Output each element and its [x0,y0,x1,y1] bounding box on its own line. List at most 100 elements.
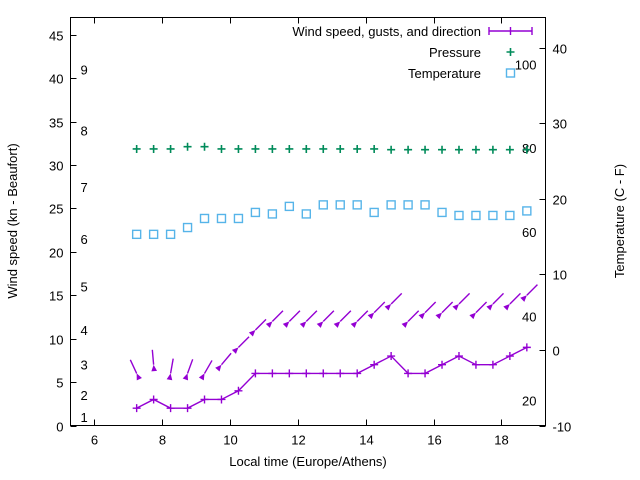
wind-speed-marker [438,360,447,369]
gust-arrow-shaft [441,301,454,314]
y-tick-label: 0 [56,420,63,435]
wind-speed-marker [336,369,345,378]
pressure-marker [285,144,294,153]
pressure-marker [217,144,226,153]
y2-tick-label: 30 [553,117,567,132]
gust-arrow-head [350,321,358,328]
temperature-marker [505,210,515,221]
wind-speed-marker [251,369,260,378]
pressure-marker [166,144,175,153]
wind-speed-marker [488,360,497,369]
wind-speed-marker [234,386,243,395]
wind-speed-marker [471,360,480,369]
x-tick-label: 12 [291,433,305,448]
wind-speed-marker [166,404,175,413]
wind-speed-marker [387,352,396,361]
gust-arrow-head [435,312,443,320]
chart-legend: Wind speed, gusts, and direction Pressure… [292,24,533,81]
gust-arrow-head [401,321,409,328]
pressure-marker [319,144,328,153]
legend-label: Temperature [408,66,481,81]
y-tick-label: 30 [49,159,63,174]
gust-arrow-shaft [254,318,267,331]
pressure-marker [370,144,379,153]
y-axis-title: Wind speed (kn - Beaufort) [5,143,20,298]
gust-arrow-head [520,295,527,302]
x-tick-label: 10 [223,433,237,448]
gust-arrow-shaft [237,336,250,348]
wind-speed-marker [404,369,413,378]
beaufort-label: 2 [81,388,88,403]
fahrenheit-scale-labels: 20 40 60 80 100 [515,57,537,408]
y2-tick-label: 10 [553,268,567,283]
y-tick-label: 5 [56,376,63,391]
gust-arrow-shaft [356,310,369,322]
gust-arrow-shaft [151,349,155,365]
gust-arrow-head [299,321,307,328]
gust-arrow [151,349,158,372]
gust-arrow-head [166,373,173,381]
gust-arrow-head [367,312,375,320]
temperature-marker [488,210,498,221]
legend-marker [506,48,515,56]
beaufort-label: 6 [81,232,88,247]
gust-arrow [418,301,437,320]
series-pressure [132,142,531,154]
pressure-marker [353,144,362,153]
gust-arrow-head [215,364,222,372]
plot-frame [70,17,546,426]
temperature-marker [148,229,159,240]
legend-marker [505,68,516,78]
gust-arrow-shaft [220,352,232,366]
pressure-marker [251,144,260,153]
pressure-marker [505,145,514,154]
gust-arrow-shaft [526,284,538,296]
gust-arrow [486,292,505,311]
gust-arrow [333,310,352,328]
gust-arrow-shaft [492,292,505,305]
gust-arrow-head [333,321,341,328]
y-tick-label: 15 [49,289,63,304]
fahrenheit-label: 60 [522,225,536,240]
pressure-marker [404,145,413,154]
wind-speed-marker [200,395,209,404]
y2-tick-label: 20 [553,193,567,208]
y2-axis-title: Temperature (C - F) [612,164,627,278]
x-axis-title: Local time (Europe/Athens) [229,454,387,469]
gust-arrow-shaft [458,292,471,305]
gust-arrow [435,301,454,320]
temperature-marker [267,209,278,219]
gust-arrow-head [248,330,256,337]
beaufort-label: 7 [81,180,88,195]
gust-arrow [265,310,284,328]
x-tick-label: 14 [359,433,373,448]
gust-arrow-shaft [424,301,437,314]
gust-arrow-head [503,303,510,311]
pressure-marker [387,145,396,154]
gust-arrow [166,358,174,381]
y2-axis-tick-labels: -10 0 10 20 30 40 [553,42,572,435]
x-axis-ticks [94,17,502,426]
fahrenheit-label: 40 [522,310,536,325]
y-tick-label: 20 [49,246,63,261]
temperature-marker [471,210,481,221]
pressure-marker [200,142,209,151]
gust-arrow-head [151,364,158,372]
gust-arrow-head [452,303,459,311]
gust-arrow [350,310,369,328]
y2-tick-label: 40 [553,42,567,57]
gust-arrow [248,318,267,337]
wind-speed-marker [132,404,141,413]
beaufort-label: 5 [81,280,88,295]
gust-arrow-shaft [169,358,174,374]
x-tick-label: 18 [494,433,508,448]
pressure-marker [421,145,430,154]
series-temperature [131,200,532,240]
temperature-marker [369,207,379,218]
legend-label: Pressure [429,45,481,60]
gust-arrow [401,310,420,328]
gust-arrow [520,284,538,302]
gust-arrow [384,292,403,311]
pressure-marker [522,145,531,154]
